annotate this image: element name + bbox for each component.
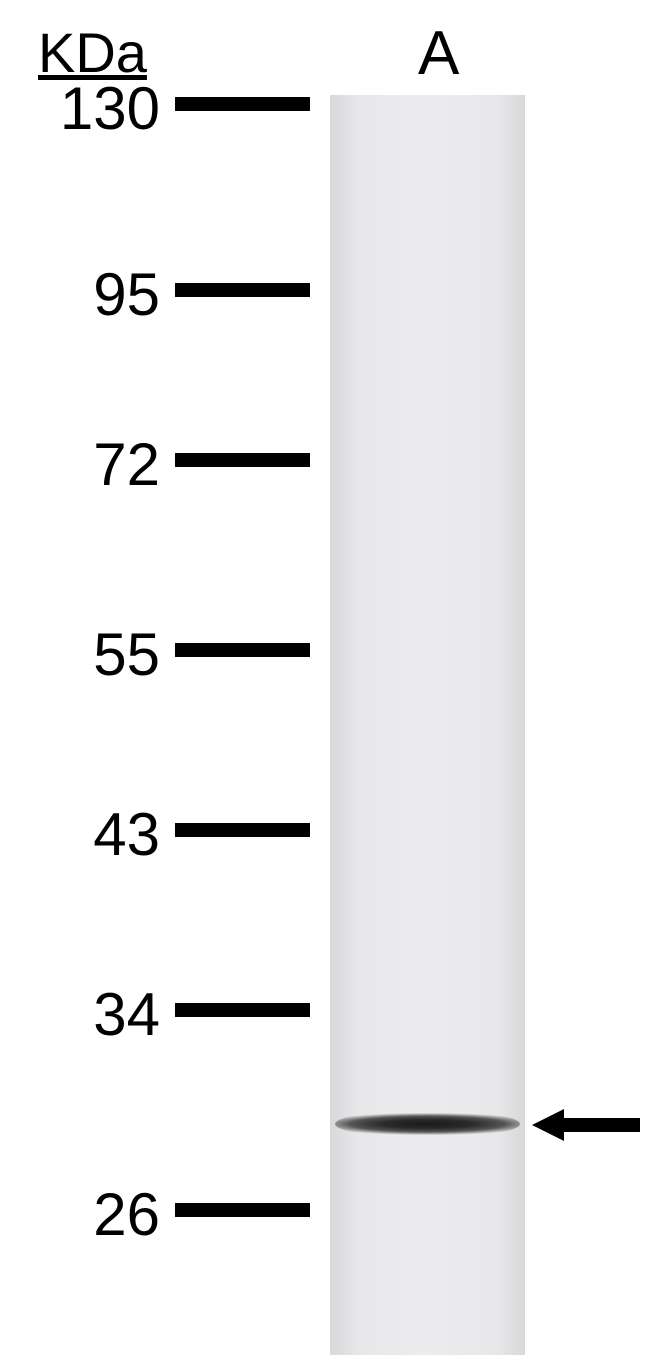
marker-26: 26 [10,1180,160,1249]
marker-72: 72 [10,430,160,499]
marker-34: 34 [10,980,160,1049]
marker-tick-34 [175,1003,310,1017]
blot-lane [330,95,525,1355]
marker-95: 95 [10,260,160,329]
marker-55: 55 [10,620,160,689]
marker-tick-130 [175,97,310,111]
marker-tick-43 [175,823,310,837]
marker-130: 130 [10,74,160,143]
band-arrow-line [560,1118,640,1132]
marker-tick-55 [175,643,310,657]
band-arrow-head [532,1109,564,1141]
protein-band [335,1110,520,1138]
marker-tick-26 [175,1203,310,1217]
marker-43: 43 [10,800,160,869]
western-blot-figure: KDa A 130 95 72 55 43 34 26 [0,0,650,1362]
marker-tick-95 [175,283,310,297]
marker-tick-72 [175,453,310,467]
lane-a-label: A [418,18,459,89]
